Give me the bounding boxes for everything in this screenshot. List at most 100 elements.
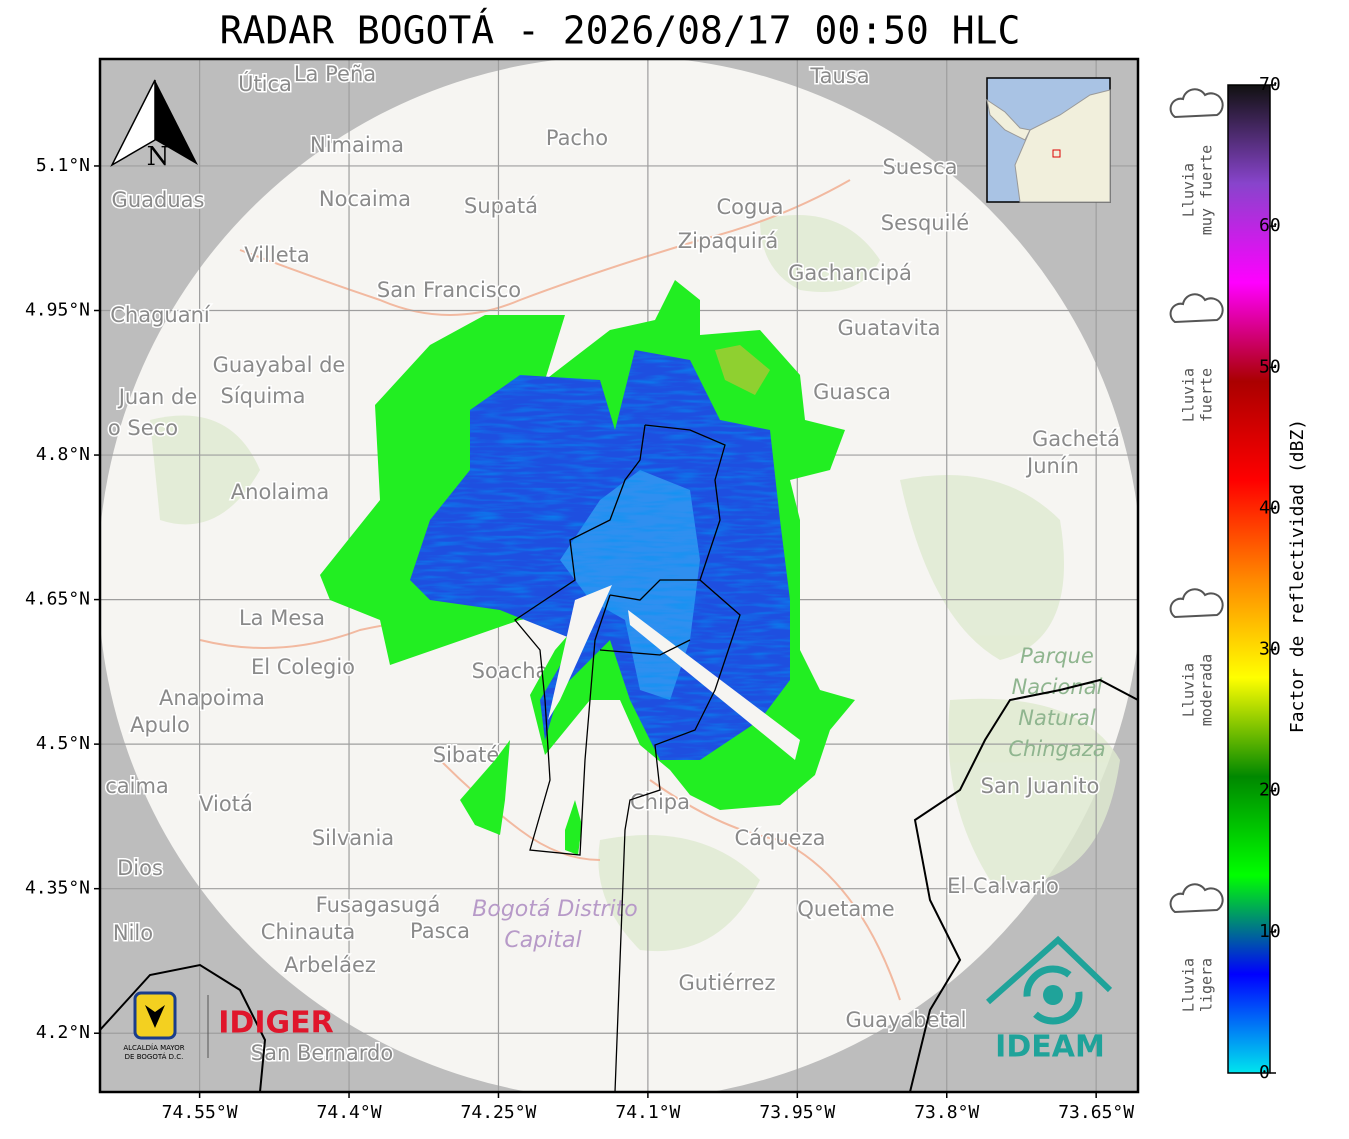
x-tick-label: 74.25°W [461, 1102, 537, 1123]
category-label: Lluvia [1180, 163, 1198, 217]
place-label: Sibaté [433, 743, 500, 767]
place-label: Guayabetal [846, 1008, 967, 1032]
x-tick-label: 74.4°W [317, 1102, 382, 1123]
cloud-icon [1169, 88, 1224, 119]
ideam-logo: IDEAM [986, 935, 1113, 1065]
district-label: Bogotá Distrito [472, 897, 637, 922]
place-label: San Francisco [377, 278, 521, 302]
category-label: ligera [1198, 958, 1216, 1012]
y-tick-label: 5.1°N [36, 155, 90, 176]
place-label: Pacho [546, 126, 608, 150]
place-label: Soacha [472, 659, 549, 683]
y-tick-label: 4.95°N [25, 300, 90, 321]
colorbar-tick-label: 30 [1259, 639, 1281, 660]
place-label: Nocaima [319, 187, 411, 211]
place-label: Suesca [883, 155, 958, 179]
park-label: Natural [1018, 706, 1096, 730]
colorbar-tick-label: 20 [1259, 780, 1281, 801]
place-label: Supatá [464, 194, 538, 218]
place-label: Quetame [797, 897, 894, 921]
y-tick-label: 4.5°N [36, 733, 90, 754]
north-label: N [147, 142, 170, 172]
y-tick-label: 4.2°N [36, 1022, 90, 1043]
place-label: Sesquilé [881, 211, 969, 235]
place-label: San Juanito [981, 774, 1100, 798]
cloud-icon [1169, 588, 1224, 619]
ideam-text: IDEAM [995, 1030, 1105, 1065]
place-label: Junín [1025, 454, 1079, 478]
place-label: Arbeláez [284, 953, 376, 977]
colorbar-tick-label: 0 [1259, 1062, 1270, 1083]
place-label: San Bernardo [251, 1041, 393, 1065]
x-tick-label: 73.95°W [759, 1102, 835, 1123]
place-label: Pasca [410, 919, 470, 943]
place-label: Cáqueza [735, 826, 826, 850]
place-label: Viotá [199, 792, 253, 816]
y-tick-label: 4.35°N [25, 878, 90, 899]
place-label: Guatavita [838, 316, 941, 340]
category-label: fuerte [1198, 368, 1216, 422]
place-label: Gutiérrez [679, 971, 776, 995]
colorbar-tick-label: 40 [1259, 497, 1281, 518]
x-tick-label: 74.55°W [162, 1102, 238, 1123]
park-label: Nacional [1012, 675, 1103, 699]
category-label: moderada [1198, 654, 1216, 726]
place-label: Anapoima [159, 686, 265, 710]
category-label: Lluvia [1180, 663, 1198, 717]
park-label: Parque [1020, 644, 1094, 668]
place-label: o Seco [108, 416, 178, 440]
title: RADAR BOGOTÁ - 2026/08/17 00:50 HLC [220, 9, 1021, 53]
colorbar-label: Factor de reflectividad (dBZ) [1287, 419, 1308, 733]
place-label: Nimaima [310, 133, 404, 157]
place-label: El Calvario [947, 874, 1059, 898]
district-label: Capital [504, 928, 581, 953]
idiger-logo: IDIGER [218, 1006, 333, 1041]
category-label: Lluvia [1180, 958, 1198, 1012]
place-label: Gachancipá [788, 261, 912, 285]
x-tick-label: 73.8°W [914, 1102, 979, 1123]
colorbar-tick-label: 50 [1259, 356, 1281, 377]
alcaldia-line: DE BOGOTÁ D.C. [125, 1052, 184, 1061]
inset-map [986, 77, 1111, 203]
place-label: Cogua [716, 195, 783, 219]
place-label: Guaduas [112, 188, 205, 212]
place-label: caima [105, 774, 169, 798]
place-label: Silvania [312, 826, 394, 850]
place-label: La Peña [294, 62, 376, 86]
place-label: Síquima [221, 384, 306, 408]
place-label: Fusagasugá [316, 893, 441, 917]
y-tick-label: 4.8°N [36, 444, 90, 465]
colorbar-tick-label: 70 [1259, 74, 1281, 95]
colorbar-tick-label: 10 [1259, 921, 1281, 942]
cloud-icon [1169, 293, 1224, 324]
place-label: El Colegio [251, 655, 355, 679]
map-area: Útica La Peña Tausa Pacho Nimaima Suesca Guadu… [100, 59, 1138, 1092]
place-label: Gachetá [1032, 427, 1120, 451]
place-label: Juan de [117, 385, 198, 409]
place-label: La Mesa [239, 606, 325, 630]
place-label: Chaguaní [110, 303, 211, 327]
park-label: Chingaza [1008, 737, 1105, 761]
place-labels: Útica La Peña Tausa Pacho Nimaima Suesca Guadu… [104, 61, 1122, 1067]
x-tick-label: 73.65°W [1058, 1102, 1134, 1123]
place-label: Zipaquirá [678, 229, 778, 253]
plot-frame [98, 57, 1140, 1094]
category-label: muy fuerte [1198, 145, 1216, 235]
place-label: Guasca [813, 380, 891, 404]
place-label: Chipa [630, 790, 690, 814]
category-label: Lluvia [1180, 368, 1198, 422]
cloud-icon [1169, 883, 1224, 914]
colorbar: Factor de reflectividad (dBZ) 0 10 20 30 40 5… [1227, 74, 1308, 1083]
colorbar-tick-label: 60 [1259, 215, 1281, 236]
place-label: Útica [238, 71, 292, 96]
place-label: Villeta [244, 243, 309, 267]
y-tick-label: 4.65°N [25, 589, 90, 610]
boundaries [100, 424, 1138, 1092]
alcaldia-logo: ALCALDÍA MAYOR DE BOGOTÁ D.C. IDIGER [123, 991, 334, 1061]
place-label: Tausa [809, 64, 869, 88]
place-label: Nilo [113, 921, 153, 945]
